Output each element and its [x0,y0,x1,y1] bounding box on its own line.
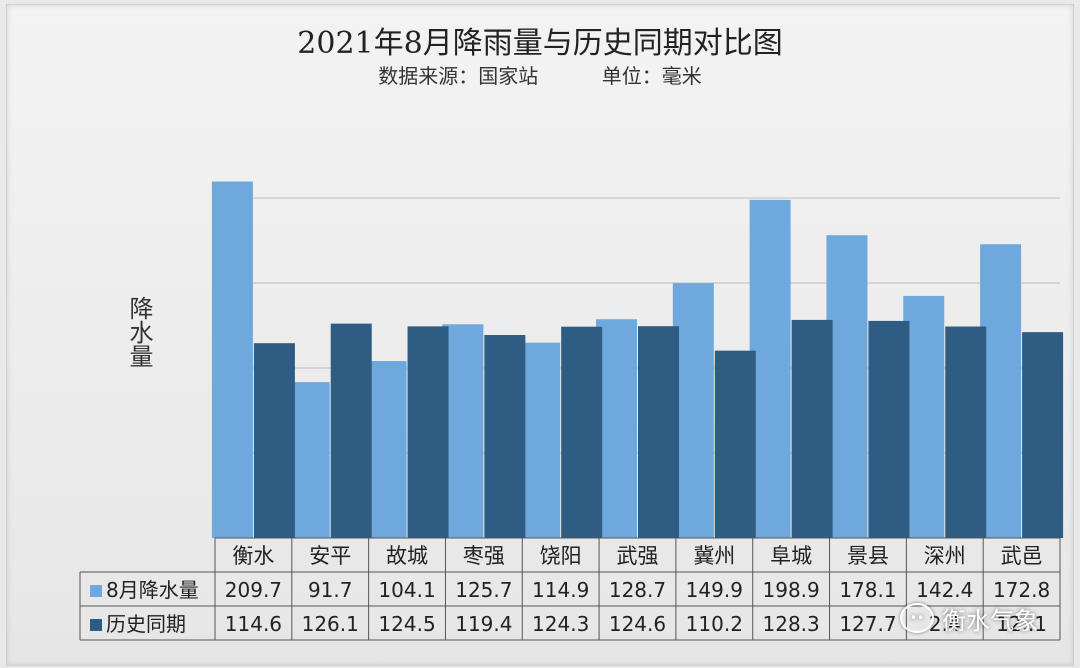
legend-label-0: 8月降水量 [106,578,199,602]
data-label-current-5: 128.7 [609,578,666,602]
bar-current-4 [519,342,561,538]
legend-label-1: 历史同期 [106,612,186,636]
data-label-current-7: 198.9 [763,578,820,602]
data-label-history-8: 127.7 [839,612,896,636]
bar-current-6 [672,283,714,538]
legend-swatch-1 [90,619,102,631]
bar-current-5 [596,319,637,538]
category-label-8: 景县 [847,544,889,568]
category-label-10: 武邑 [1001,544,1043,568]
data-label-history-2: 124.5 [378,612,435,636]
category-label-2: 故城 [386,544,428,568]
data-label-current-3: 125.7 [455,578,512,602]
bar-current-10 [980,244,1022,539]
data-label-current-10: 172.8 [993,578,1050,602]
bar-history-5 [638,326,679,538]
chart-title: 2021年8月降雨量与历史同期对比图 [297,26,783,61]
bar-history-0 [253,343,295,538]
bar-current-7 [749,199,791,538]
bar-history-3 [484,335,526,538]
data-label-current-0: 209.7 [225,578,282,602]
bar-current-9 [903,295,945,538]
data-label-current-4: 114.9 [532,578,589,602]
category-label-5: 武强 [617,544,659,568]
category-label-4: 饶阳 [540,544,582,568]
data-label-current-6: 149.9 [686,578,743,602]
data-label-history-10: 12..1 [996,612,1047,636]
bar-current-3 [442,324,484,538]
category-label-0: 衡水 [232,544,274,568]
bar-history-2 [407,326,449,538]
chart-subtitle: 数据来源：国家站 单位：毫米 [378,64,702,88]
bar-current-0 [211,181,253,538]
data-label-history-6: 110.2 [686,612,743,636]
category-label-9: 深州 [924,544,966,568]
category-label-3: 枣强 [463,544,505,568]
bar-current-1 [288,382,330,538]
data-label-current-1: 91.7 [308,578,353,602]
watermark-text: 衡水气象 [942,606,1038,635]
data-label-history-1: 126.1 [302,612,359,636]
bar-history-9 [945,326,987,538]
data-label-current-8: 178.1 [839,578,896,602]
bar-history-7 [791,319,833,538]
bar-history-8 [868,320,910,538]
y-axis-label: 降水量 [125,296,153,368]
bar-history-6 [714,350,756,538]
bar-current-8 [826,235,868,539]
data-label-history-5: 124.6 [609,612,666,636]
data-label-current-2: 104.1 [378,578,435,602]
wechat-icon: •• [900,603,934,633]
category-label-1: 安平 [309,544,351,568]
bar-current-2 [365,361,407,538]
category-label-6: 冀州 [693,544,735,568]
data-label-history-4: 124.3 [532,612,589,636]
data-label-current-9: 142.4 [916,578,973,602]
bar-history-1 [330,323,372,538]
data-label-history-0: 114.6 [225,612,282,636]
watermark: •• 衡水气象 [900,596,1070,640]
bar-history-4 [561,326,603,538]
data-label-history-7: 128.3 [763,612,820,636]
bar-history-10 [1022,332,1064,538]
category-label-7: 阜城 [770,544,812,568]
data-label-history-9: 2.4 [929,612,961,636]
data-label-history-3: 119.4 [455,612,512,636]
legend-swatch-0 [90,585,102,597]
